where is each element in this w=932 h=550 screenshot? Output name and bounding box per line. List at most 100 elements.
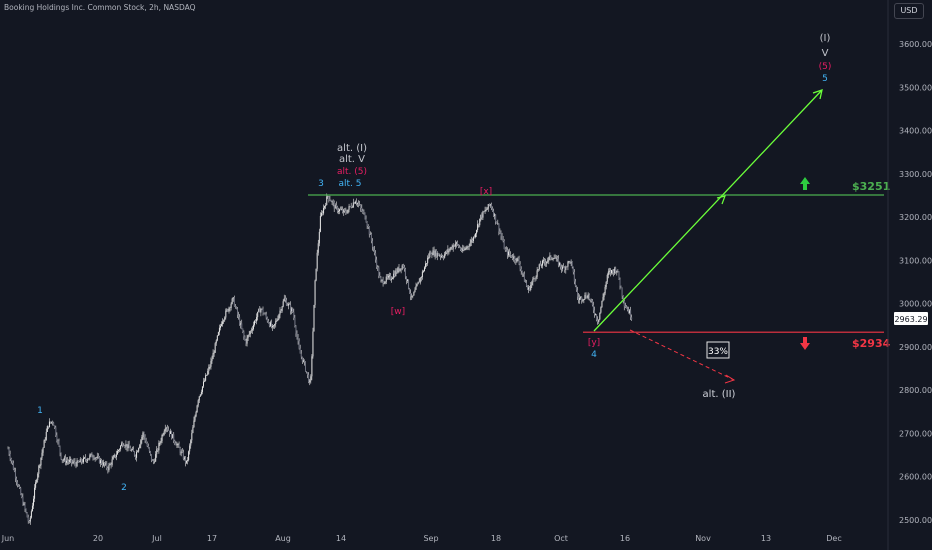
candle-body (154, 461, 156, 463)
time-axis[interactable]: Jun 20 Jul 17 Aug 14 Sep 18 Oct 16 Nov 13 Dec (1, 534, 842, 543)
candle-body (410, 293, 412, 297)
candle-body (176, 444, 178, 446)
candle-body (539, 264, 541, 266)
candle-body (289, 304, 291, 305)
candle-body (169, 430, 170, 434)
candle-body (301, 356, 303, 362)
candle-body (486, 208, 488, 210)
candle-body (106, 463, 108, 469)
candle-body (48, 421, 50, 428)
candle-body (587, 294, 589, 299)
candle-body (45, 431, 47, 440)
candle-body (612, 270, 614, 271)
candle-body (462, 248, 464, 251)
candle-body (352, 202, 354, 207)
candle-body (203, 381, 204, 387)
candle-body (104, 462, 106, 465)
candle-body (264, 314, 266, 316)
candle-body (145, 441, 147, 444)
candle-body (119, 449, 121, 451)
time-tick-label: Nov (695, 534, 711, 543)
candle-body (167, 429, 169, 431)
current-price-label: 2963.29 (894, 315, 927, 324)
candle-body (360, 205, 362, 208)
alt-arrow-head (724, 374, 736, 384)
candle-body (381, 279, 383, 281)
candle-body (625, 306, 627, 309)
candle-body (33, 498, 34, 506)
candle-body (397, 267, 399, 273)
candle-body (293, 312, 295, 318)
candle-body (543, 260, 544, 262)
candle-body (73, 461, 75, 463)
candle-body (336, 206, 338, 212)
candle-body (194, 416, 196, 421)
candle-body (296, 333, 298, 338)
candle-body (89, 455, 91, 459)
candle-body (375, 252, 377, 260)
candle-body (116, 451, 118, 455)
candle-body (114, 454, 116, 457)
candle-body (192, 427, 194, 434)
candle-body (582, 299, 584, 301)
time-tick-label: Oct (554, 534, 568, 543)
candle-body (28, 521, 30, 522)
wave-w-label: [w] (391, 307, 405, 317)
candle-body (193, 420, 195, 428)
candle-body (122, 443, 124, 446)
candle-body (444, 254, 446, 258)
candle-body (40, 457, 42, 466)
candle-body (180, 451, 182, 454)
candle-body (340, 209, 342, 211)
candle-body (581, 296, 583, 301)
candle-body (562, 266, 564, 269)
candle-body (368, 226, 370, 235)
target-arrow[interactable] (593, 89, 823, 332)
candle-body (137, 451, 139, 453)
candle-body (142, 432, 144, 437)
candle-body (446, 251, 448, 253)
currency-button[interactable]: USD (894, 3, 924, 19)
candle-body (437, 253, 439, 256)
alt-wave-i-label: alt. (I) (337, 143, 367, 154)
candle-body (371, 240, 373, 247)
candle-body (405, 276, 407, 281)
up-arrow-icon (800, 177, 810, 190)
candle-body (78, 461, 80, 463)
candle-body (455, 242, 457, 244)
price-axis[interactable]: 3600.00 3500.00 3400.00 3300.00 3200.00 3100.… (899, 40, 932, 525)
candle-body (105, 463, 107, 465)
candle-body (132, 449, 134, 452)
candle-body (141, 436, 143, 441)
candle-body (58, 441, 60, 446)
candle-body (484, 210, 486, 212)
time-tick-label: Aug (275, 534, 291, 543)
candle-body (532, 278, 534, 283)
candle-body (159, 442, 161, 444)
candle-body (212, 353, 214, 360)
candle-body (422, 271, 424, 273)
candle-body (554, 258, 556, 260)
candle-body (179, 447, 181, 454)
candle-body (546, 261, 548, 264)
candle-body (631, 317, 633, 320)
candle-body (467, 246, 469, 248)
candle-body (476, 230, 478, 234)
candle-body (318, 231, 320, 244)
candle-body (438, 255, 440, 257)
candle-body (262, 308, 264, 314)
candle-body (245, 340, 247, 344)
candle-body (258, 309, 260, 312)
candle-body (552, 258, 554, 260)
candle-body (349, 206, 351, 207)
candle-body (235, 307, 237, 309)
candle-body (111, 459, 113, 465)
candle-body (537, 269, 539, 271)
candle-body (80, 459, 82, 462)
candle-body (315, 268, 317, 281)
candle-body (283, 298, 285, 302)
alt-arrow[interactable] (629, 329, 735, 381)
candle-body (450, 246, 452, 249)
candle-body (418, 281, 420, 283)
